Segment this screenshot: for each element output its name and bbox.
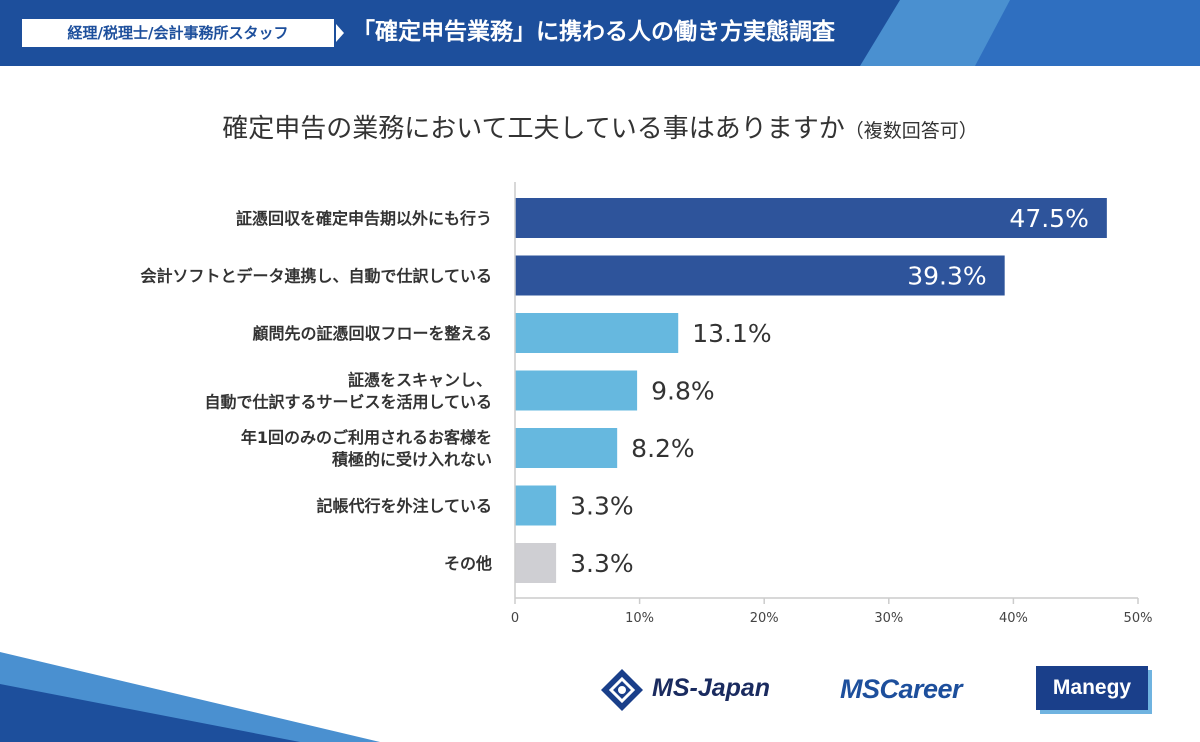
bar: [515, 198, 1107, 238]
bar-value-label: 9.8%: [651, 377, 715, 406]
category-label: 会計ソフトとデータ連携し、自動で仕訳している: [140, 267, 492, 286]
bar: [515, 485, 557, 526]
banner-stripe-mid: [975, 0, 1200, 66]
category-labels-group: 証憑回収を確定申告期以外にも行う会計ソフトとデータ連携し、自動で仕訳している顧問…: [140, 209, 492, 573]
chart-subtitle: （複数回答可）: [844, 120, 978, 142]
header-banner: [0, 0, 1200, 66]
banner-arrow-icon: [336, 24, 344, 42]
bar-value-label: 3.3%: [570, 549, 634, 578]
x-axis: 0 10% 20% 30% 40% 50%: [511, 182, 1153, 626]
x-tick-label: 20%: [750, 611, 779, 626]
category-label: その他: [444, 554, 492, 573]
x-tick-label: 40%: [999, 611, 1028, 626]
category-label: 年1回のみのご利用されるお客様を: [241, 428, 492, 447]
corner-stripe-dark: [0, 684, 300, 742]
category-label: 顧問先の証憑回収フローを整える: [252, 324, 492, 343]
corner-decoration: [0, 652, 380, 742]
chart-title: 確定申告の業務において工夫している事はありますか（複数回答可）: [0, 108, 1200, 145]
ms-japan-diamond-icon: [601, 669, 643, 711]
x-tick-label: 0: [511, 611, 519, 626]
ms-career-logo: MSCareer: [840, 674, 963, 704]
x-tick-label: 30%: [874, 611, 903, 626]
bar-value-label: 3.3%: [570, 492, 634, 521]
category-label: 自動で仕訳するサービスを活用している: [204, 393, 492, 412]
bar-value-label: 47.5%: [1009, 204, 1088, 233]
survey-title: 「確定申告業務」に携わる人の働き方実態調査: [352, 19, 835, 45]
x-tick-label: 50%: [1124, 611, 1153, 626]
bar-value-label: 39.3%: [907, 262, 986, 291]
chart-question: 確定申告の業務において工夫している事はありますか: [222, 114, 845, 144]
sponsor-logos: MS-Japan MSCareer Manegy: [600, 660, 1160, 720]
bar-value-label: 13.1%: [692, 319, 771, 348]
bars-group: 47.5% 39.3% 13.1% 9.8% 8.2% 3.3% 3.3%: [515, 198, 1107, 583]
manegy-logo: Manegy: [1036, 666, 1148, 710]
bar: [515, 255, 1005, 296]
bar: [515, 428, 618, 468]
x-tick-label: 10%: [625, 611, 654, 626]
survey-target-tag: 経理/税理士/会計事務所スタッフ: [22, 19, 334, 47]
bar: [515, 313, 679, 353]
category-label: 証憑回収を確定申告期以外にも行う: [236, 209, 492, 228]
category-label: 証憑をスキャンし、: [348, 371, 492, 390]
bar: [515, 370, 638, 411]
bar: [515, 543, 557, 583]
category-label: 記帳代行を外注している: [316, 497, 492, 516]
ms-japan-logo-text: MS-Japan: [652, 674, 771, 702]
bar-value-label: 8.2%: [631, 434, 695, 463]
category-label: 積極的に受け入れない: [331, 450, 492, 469]
